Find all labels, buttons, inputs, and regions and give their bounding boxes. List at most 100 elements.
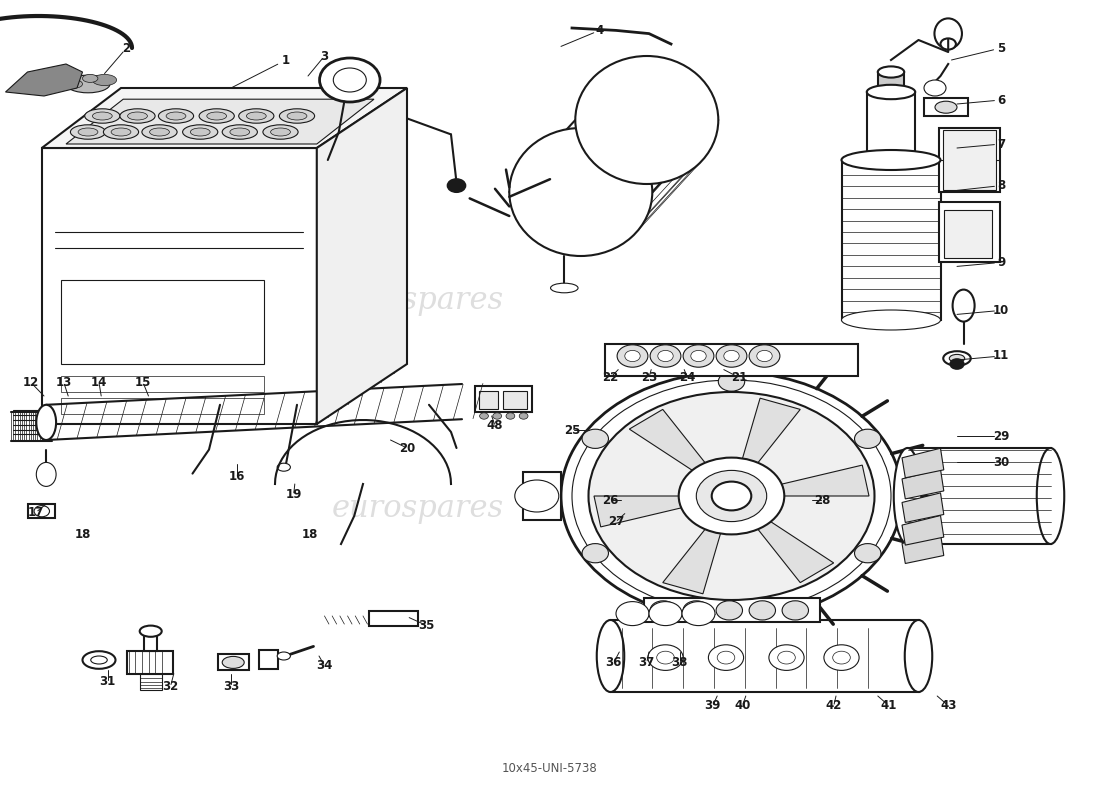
- Ellipse shape: [953, 290, 975, 322]
- Circle shape: [480, 413, 488, 419]
- Circle shape: [724, 350, 739, 362]
- Polygon shape: [902, 534, 944, 563]
- Text: 39: 39: [705, 699, 720, 712]
- Ellipse shape: [904, 620, 933, 692]
- Circle shape: [718, 372, 745, 391]
- Polygon shape: [782, 465, 869, 496]
- Circle shape: [34, 506, 50, 517]
- Bar: [878, 72, 904, 92]
- Circle shape: [833, 651, 850, 664]
- Circle shape: [650, 601, 676, 620]
- Bar: [60, 376, 264, 392]
- Polygon shape: [943, 130, 996, 190]
- Bar: [60, 398, 264, 414]
- Text: 14: 14: [91, 376, 107, 389]
- Circle shape: [757, 350, 772, 362]
- Circle shape: [649, 602, 682, 626]
- Circle shape: [648, 645, 683, 670]
- Ellipse shape: [67, 80, 82, 88]
- Text: 29: 29: [993, 430, 1009, 442]
- Text: 17: 17: [29, 506, 44, 518]
- Text: 9: 9: [997, 256, 1005, 269]
- Bar: [939, 202, 1000, 262]
- Ellipse shape: [120, 109, 155, 123]
- Polygon shape: [42, 88, 407, 148]
- Ellipse shape: [551, 283, 579, 293]
- Ellipse shape: [150, 128, 169, 136]
- Bar: [644, 598, 820, 622]
- Bar: [908, 448, 1050, 544]
- Bar: [939, 128, 1000, 192]
- Ellipse shape: [319, 58, 381, 102]
- Circle shape: [582, 543, 608, 563]
- Ellipse shape: [893, 448, 922, 544]
- Circle shape: [616, 602, 649, 626]
- Ellipse shape: [82, 74, 98, 82]
- Circle shape: [682, 602, 715, 626]
- Text: 18: 18: [302, 528, 318, 541]
- Text: 32: 32: [163, 680, 178, 693]
- Polygon shape: [902, 493, 944, 522]
- Polygon shape: [902, 515, 944, 545]
- Ellipse shape: [222, 125, 257, 139]
- Circle shape: [691, 350, 706, 362]
- Circle shape: [855, 429, 881, 448]
- Circle shape: [769, 645, 804, 670]
- Text: 23: 23: [641, 371, 657, 384]
- Circle shape: [506, 413, 515, 419]
- Bar: [330, 93, 374, 110]
- Circle shape: [712, 482, 751, 510]
- Text: eurospares: eurospares: [332, 493, 504, 523]
- Text: 19: 19: [286, 488, 301, 501]
- Bar: [605, 344, 858, 376]
- Polygon shape: [629, 410, 705, 470]
- Text: 41: 41: [881, 699, 896, 712]
- Circle shape: [617, 345, 648, 367]
- Ellipse shape: [878, 66, 904, 78]
- Ellipse shape: [944, 351, 970, 366]
- Ellipse shape: [230, 128, 250, 136]
- Polygon shape: [6, 64, 82, 96]
- Bar: [946, 160, 992, 184]
- Text: 5: 5: [997, 42, 1005, 54]
- Polygon shape: [594, 496, 681, 527]
- Text: 7: 7: [997, 138, 1005, 150]
- Text: 10x45-UNI-5738: 10x45-UNI-5738: [502, 762, 598, 774]
- Circle shape: [625, 350, 640, 362]
- Ellipse shape: [166, 112, 186, 120]
- Circle shape: [679, 458, 784, 534]
- Ellipse shape: [158, 109, 194, 123]
- Bar: [610, 620, 918, 692]
- Ellipse shape: [183, 125, 218, 139]
- Ellipse shape: [246, 112, 266, 120]
- Circle shape: [718, 601, 745, 620]
- Circle shape: [657, 651, 674, 664]
- Bar: [924, 98, 968, 116]
- Bar: [144, 631, 157, 651]
- Bar: [28, 504, 55, 518]
- Text: 21: 21: [732, 371, 747, 384]
- Bar: [368, 611, 418, 626]
- Ellipse shape: [509, 128, 652, 256]
- Circle shape: [717, 651, 735, 664]
- Text: 12: 12: [23, 376, 38, 389]
- Text: 24: 24: [680, 371, 695, 384]
- Text: 3: 3: [320, 50, 329, 62]
- Circle shape: [582, 429, 608, 448]
- Circle shape: [716, 601, 742, 620]
- Ellipse shape: [207, 112, 227, 120]
- Bar: [60, 280, 264, 364]
- Ellipse shape: [111, 128, 131, 136]
- Ellipse shape: [842, 310, 940, 330]
- Circle shape: [716, 345, 747, 367]
- Bar: [867, 92, 915, 160]
- Circle shape: [940, 38, 956, 50]
- Bar: [946, 131, 992, 154]
- Ellipse shape: [36, 462, 56, 486]
- Ellipse shape: [82, 651, 116, 669]
- Text: 25: 25: [564, 424, 580, 437]
- Text: 43: 43: [940, 699, 956, 712]
- Circle shape: [708, 645, 744, 670]
- Circle shape: [950, 359, 964, 369]
- Ellipse shape: [66, 75, 110, 93]
